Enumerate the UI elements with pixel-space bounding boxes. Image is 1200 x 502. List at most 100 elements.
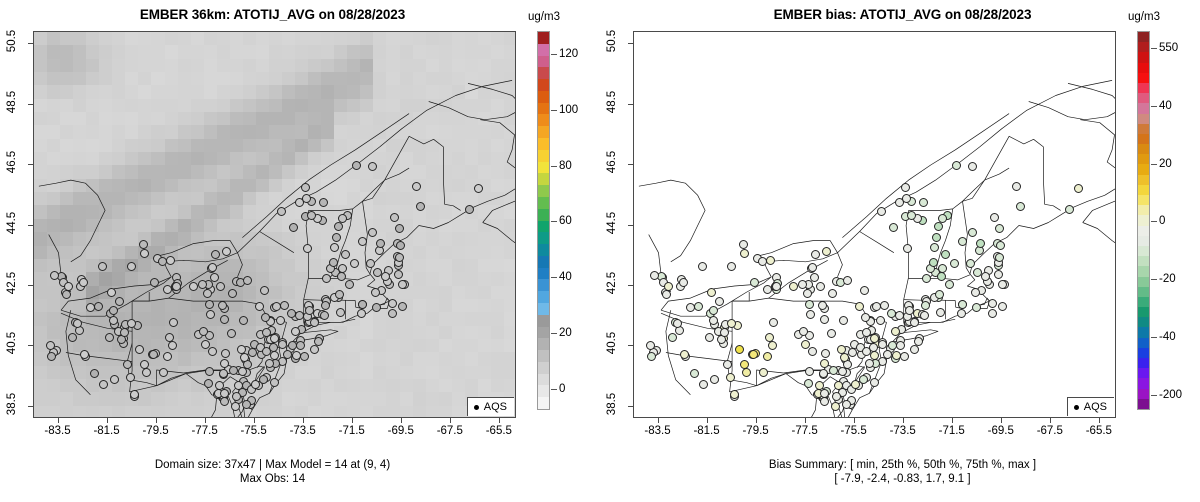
grid-cell <box>34 365 48 380</box>
grid-cell <box>308 138 322 153</box>
grid-cell <box>425 45 440 60</box>
grid-cell <box>490 125 505 140</box>
grid-cell <box>412 98 427 113</box>
grid-cell <box>34 72 48 86</box>
grid-cell <box>464 165 479 180</box>
grid-cell <box>164 218 179 233</box>
aqs-site-marker <box>79 349 89 359</box>
grid-cell <box>60 312 74 327</box>
aqs-site-marker <box>329 243 339 252</box>
grid-cell <box>229 298 244 313</box>
grid-cell <box>268 218 283 233</box>
grid-cell <box>503 312 515 327</box>
grid-cell <box>295 232 309 247</box>
grid-cell <box>177 165 192 180</box>
aqs-site-marker <box>321 301 331 311</box>
grid-cell <box>412 72 427 86</box>
grid-cell <box>503 285 515 300</box>
grid-cell <box>308 178 322 193</box>
grid-cell <box>229 405 244 417</box>
map-boundary <box>159 241 238 262</box>
colorbar-segment <box>538 138 549 150</box>
grid-cell <box>477 98 492 113</box>
colorbar-tick-label: 0 <box>1159 215 1166 228</box>
aqs-site-marker <box>914 336 924 346</box>
grid-cell <box>99 365 113 380</box>
grid-cell <box>464 138 479 153</box>
grid-cell <box>164 152 179 167</box>
x-tick-label: -67.5 <box>436 425 463 437</box>
aqs-site-marker <box>395 224 405 234</box>
grid-cell <box>34 338 48 353</box>
grid-cell <box>125 58 140 73</box>
grid-cell <box>490 272 505 287</box>
grid-cell <box>164 165 179 180</box>
grid-cell <box>151 378 166 393</box>
map-boundary <box>909 136 1061 210</box>
grid-cell <box>242 325 257 340</box>
grid-cell <box>177 232 192 247</box>
grid-cell <box>477 85 492 100</box>
grid-cell <box>347 98 361 113</box>
grid-cell <box>295 365 309 380</box>
grid-cell <box>60 392 74 407</box>
grid-cell <box>73 32 87 46</box>
grid-cell <box>464 98 479 113</box>
y-tick <box>28 405 33 407</box>
y-tick <box>628 345 633 347</box>
map-boundary <box>860 232 894 253</box>
colorbar-segment <box>538 279 549 292</box>
map-plot-model[interactable]: AQS <box>33 31 516 418</box>
grid-cell <box>477 352 492 367</box>
grid-cell <box>282 58 296 73</box>
aqs-site-marker <box>305 305 315 315</box>
grid-cell <box>47 325 61 340</box>
grid-cell <box>112 125 126 140</box>
grid-cell <box>308 152 322 167</box>
grid-cell <box>477 378 492 393</box>
colorbar-segment <box>1138 113 1149 124</box>
grid-cell <box>125 205 140 220</box>
grid-cell <box>386 365 401 380</box>
grid-cell <box>490 365 505 380</box>
grid-cell <box>334 45 348 60</box>
colorbar-segment <box>538 43 549 56</box>
grid-cell <box>438 392 453 407</box>
aqs-site-marker <box>1074 183 1084 193</box>
grid-cell <box>503 125 515 140</box>
grid-cell <box>373 338 388 353</box>
grid-cell <box>360 352 374 367</box>
colorbar-segment <box>1138 42 1149 53</box>
map-boundary <box>666 353 732 362</box>
grid-cell <box>229 205 244 220</box>
grid-cell <box>164 72 179 86</box>
grid-cell <box>373 152 388 167</box>
grid-cell <box>347 365 361 380</box>
grid-cell <box>86 98 100 113</box>
colorbar-unit-bias: ug/m3 <box>1128 11 1160 23</box>
colorbar-segment <box>1138 205 1149 216</box>
aqs-site-marker <box>46 352 56 362</box>
grid-cell <box>47 85 61 100</box>
grid-cell <box>295 125 309 140</box>
grid-cell <box>386 72 401 86</box>
grid-cell <box>321 338 335 353</box>
grid-cell <box>125 192 140 207</box>
grid-cell <box>451 178 466 193</box>
grid-cell <box>334 325 348 340</box>
caption-model: Domain size: 37x47 | Max Model = 14 at (… <box>0 458 545 486</box>
grid-cell <box>412 152 427 167</box>
grid-cell <box>451 338 466 353</box>
grid-cell <box>34 392 48 407</box>
colorbar-tick-label: -20 <box>1159 273 1176 286</box>
grid-cell <box>86 405 100 417</box>
grid-cell <box>360 112 374 126</box>
map-plot-bias[interactable]: AQS <box>633 31 1116 418</box>
aqs-site-marker <box>837 366 847 376</box>
grid-cell <box>347 32 361 46</box>
grid-cell <box>125 45 140 60</box>
grid-cell <box>386 112 401 126</box>
grid-cell <box>438 125 453 140</box>
aqs-site-marker <box>389 212 399 222</box>
grid-cell <box>86 138 100 153</box>
